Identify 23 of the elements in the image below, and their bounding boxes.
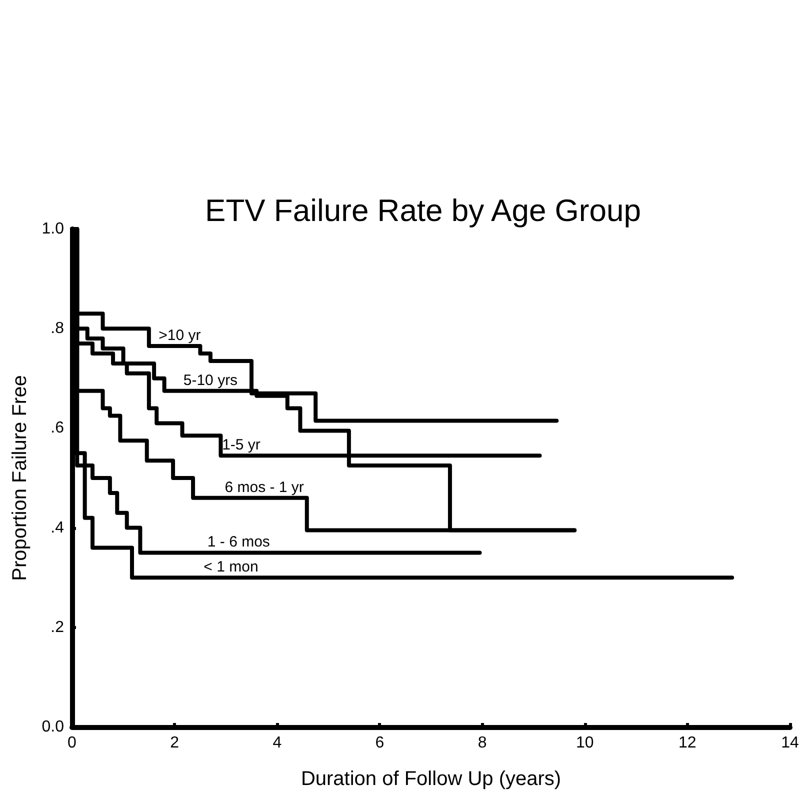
y-tick-label: .6	[50, 420, 64, 437]
y-tick-label: .4	[50, 519, 64, 536]
annotation: 6 mos - 1 yr	[224, 478, 304, 496]
annotation: < 1 mon	[204, 558, 258, 576]
chart-title: ETV Failure Rate by Age Group	[205, 193, 641, 228]
x-tick-label: 0	[68, 734, 77, 752]
x-tick-label: 2	[170, 734, 180, 752]
x-tick-label: 12	[678, 734, 696, 752]
x-tick-label: 4	[272, 734, 282, 752]
y-axis-title: Proportion Failure Free	[9, 375, 31, 581]
annotation: >10 yr	[158, 327, 201, 344]
annotation: 1-5 yr	[222, 436, 260, 454]
x-tick-label: 14	[781, 734, 799, 752]
y-tick-label: .2	[50, 618, 64, 636]
annotation: 1 - 6 mos	[207, 534, 270, 551]
annotation: 5-10 yrs	[183, 372, 238, 389]
y-tick-label: 0.0	[42, 718, 64, 736]
y-tick-label: .8	[50, 320, 64, 338]
x-tick-label: 6	[375, 734, 384, 752]
x-axis-title: Duration of Follow Up (years)	[300, 768, 562, 790]
y-tick-label: 1.0	[42, 220, 64, 238]
x-tick-label: 8	[478, 734, 487, 752]
x-tick-label: 10	[576, 734, 594, 752]
